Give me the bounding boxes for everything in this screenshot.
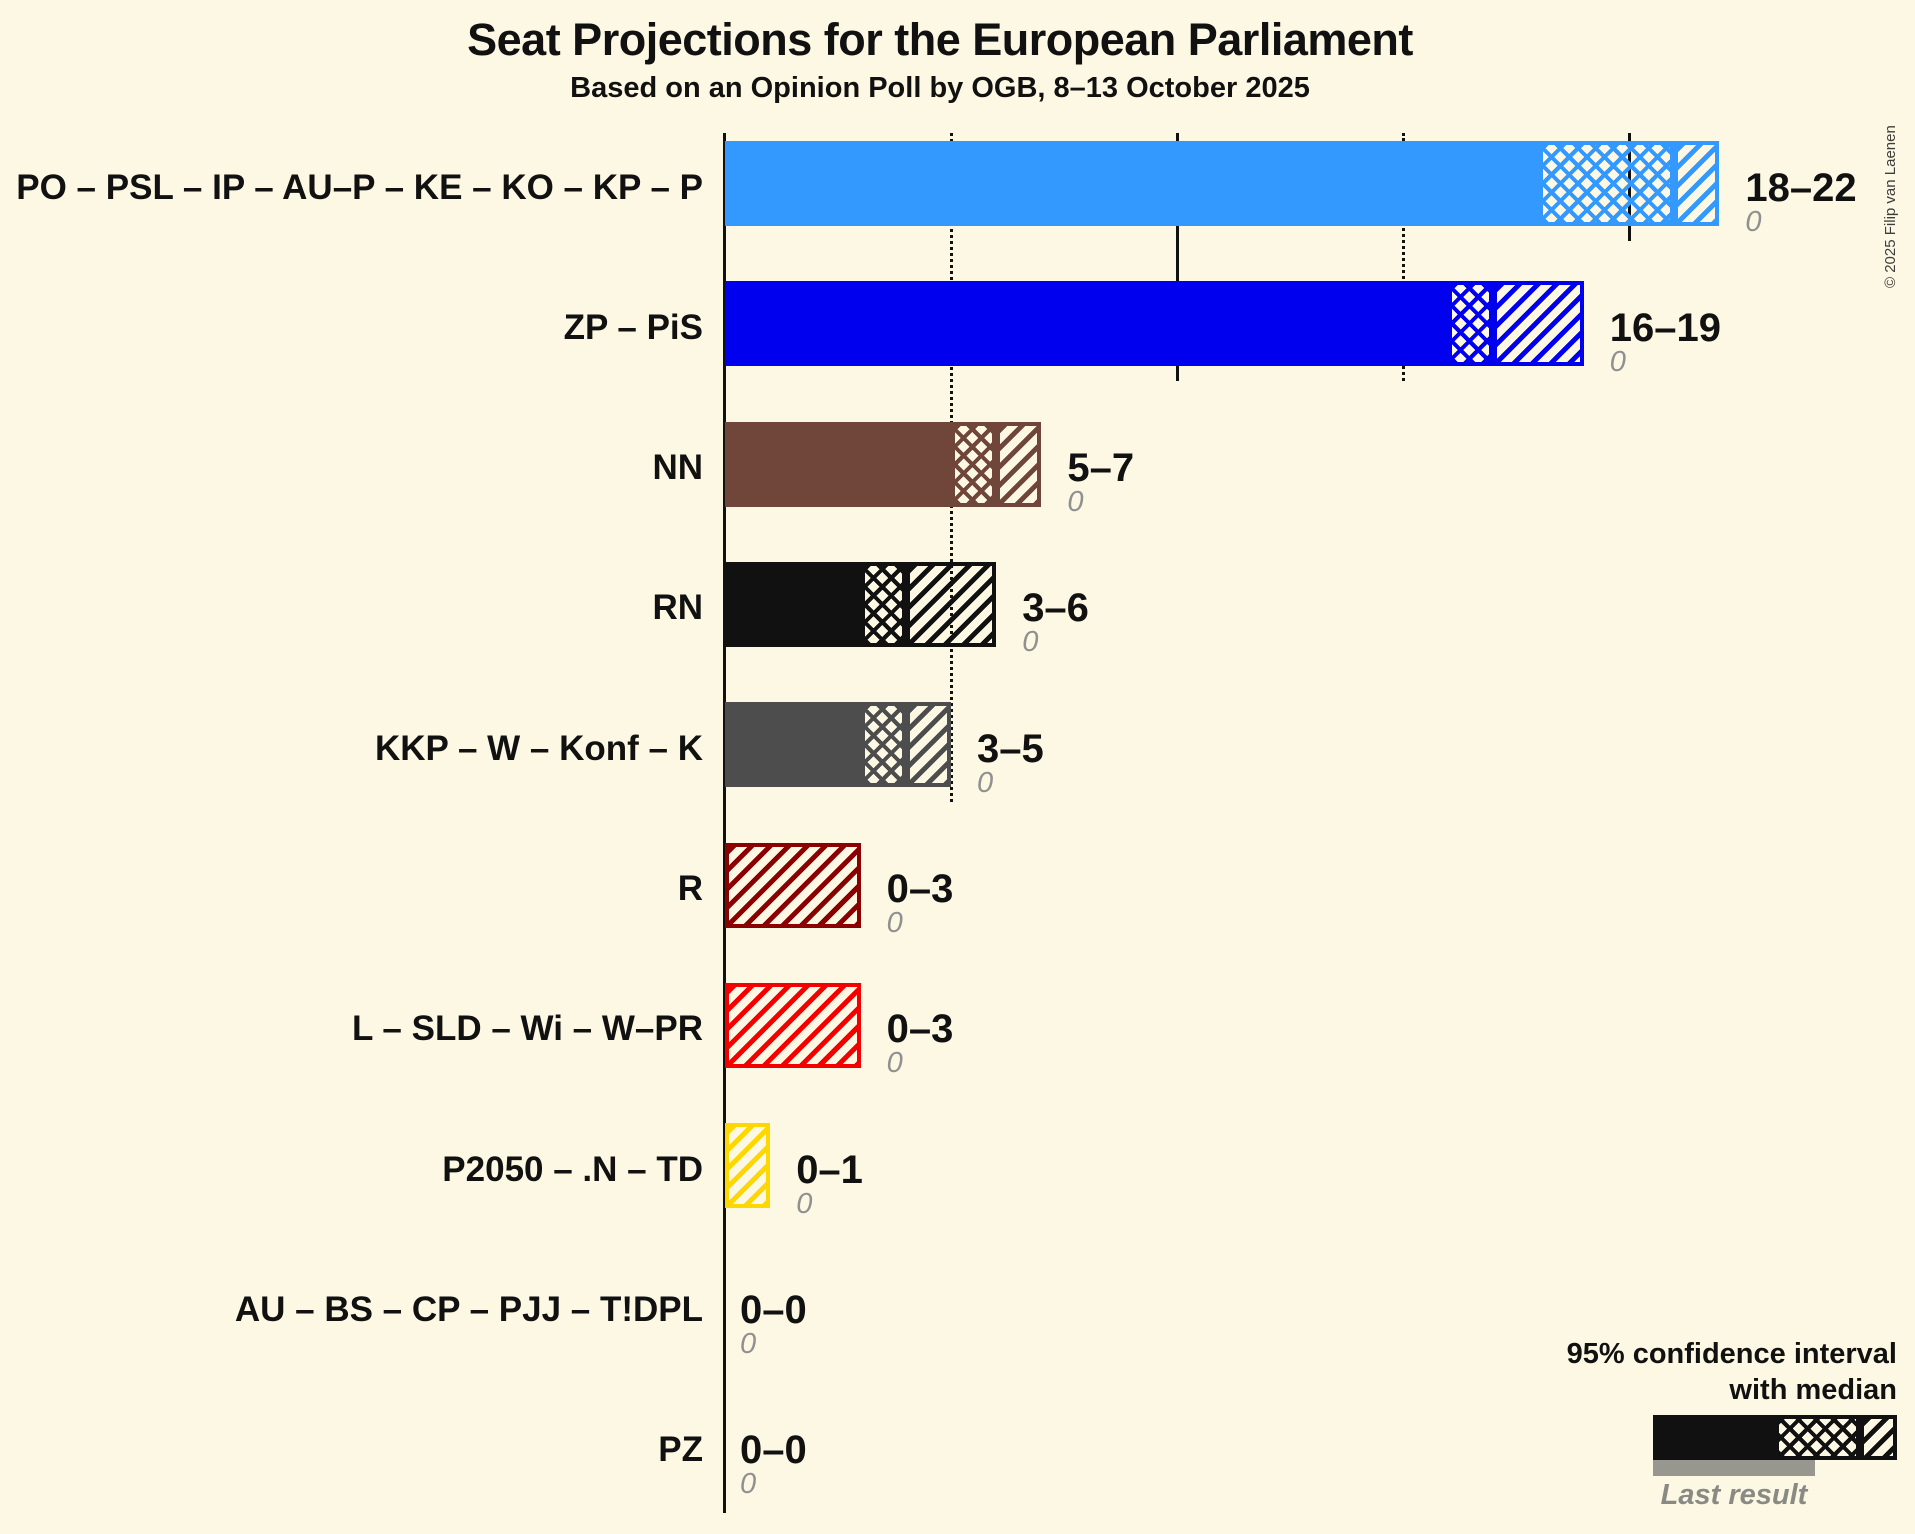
bar-ci-upper-segment	[725, 1123, 771, 1209]
bar-ci-upper-segment	[905, 561, 997, 647]
bar-ci-upper-segment	[996, 421, 1042, 507]
legend-ci-text-line2: with median	[1729, 1374, 1897, 1406]
last-result-value: 0	[886, 907, 903, 939]
bar-ci-to-median-segment	[1448, 281, 1494, 367]
party-label: L – SLD – Wi – W–PR	[351, 1009, 703, 1049]
bar-ci-lower-segment	[725, 141, 1539, 226]
chart-title: Seat Projections for the European Parlia…	[467, 14, 1413, 65]
gridline-10-seats	[1175, 133, 1179, 382]
value-label: 16–19	[1609, 305, 1722, 350]
bar-ci-upper-segment	[1674, 141, 1720, 226]
last-result-value: 0	[740, 1468, 757, 1501]
value-label: 0–3	[886, 1007, 954, 1052]
bar-ci-to-median-segment	[951, 421, 997, 507]
party-label: ZP – PiS	[563, 307, 703, 347]
legend-ci-sample	[1653, 1415, 1897, 1460]
party-label: AU – BS – CP – PJJ – T!DPL	[234, 1289, 703, 1329]
last-result-value: 0	[1609, 345, 1626, 378]
bar-ci-to-median-segment	[860, 561, 906, 647]
legend-last-result-label: Last result	[1660, 1479, 1808, 1511]
y-axis	[723, 133, 726, 1513]
last-result-value: 0	[1745, 205, 1762, 238]
party-label: PO – PSL – IP – AU–P – KE – KO – KP – P	[16, 167, 703, 207]
value-label: 0–3	[886, 867, 954, 911]
legend-ci-upper-segment	[1860, 1415, 1897, 1460]
bar-ci-lower-segment	[725, 281, 1449, 367]
last-result-value: 0	[796, 1187, 813, 1220]
party-label: RN	[652, 588, 703, 628]
legend-ci-to-median-segment	[1775, 1415, 1860, 1460]
party-label: P2050 – .N – TD	[442, 1149, 703, 1189]
bar-ci-lower-segment	[725, 561, 861, 647]
last-result-value: 0	[1067, 486, 1084, 519]
party-label: PZ	[658, 1430, 703, 1470]
legend-last-result-sample	[1653, 1460, 1815, 1476]
value-label: 0–1	[796, 1147, 863, 1192]
gridline-15-seats	[1401, 133, 1405, 382]
value-label: 0–0	[740, 1428, 807, 1473]
bar-ci-lower-segment	[725, 421, 951, 507]
last-result-value: 0	[740, 1327, 757, 1360]
value-label: 3–6	[1022, 586, 1089, 631]
value-label: 0–0	[740, 1287, 807, 1332]
party-label: NN	[652, 448, 703, 488]
bar-ci-upper-segment	[1493, 281, 1584, 367]
bar-ci-to-median-segment	[860, 702, 906, 788]
last-result-value: 0	[977, 766, 994, 799]
party-label: KKP – W – Konf – K	[374, 728, 703, 768]
chart-subtitle: Based on an Opinion Poll by OGB, 8–13 Oc…	[570, 72, 1310, 104]
value-label: 5–7	[1067, 446, 1135, 491]
legend-ci-text-line1: 95% confidence interval	[1566, 1338, 1897, 1370]
value-label: 18–22	[1745, 165, 1857, 210]
party-label: R	[677, 869, 703, 908]
bar-ci-upper-segment	[725, 842, 861, 928]
bar-ci-upper-segment	[725, 982, 861, 1068]
bar-ci-to-median-segment	[1538, 141, 1675, 226]
last-result-value: 0	[886, 1047, 903, 1080]
bar-ci-upper-segment	[905, 702, 951, 788]
legend-ci-lower-segment	[1653, 1415, 1775, 1460]
copyright-note: © 2025 Filip van Laenen	[1882, 125, 1899, 288]
last-result-value: 0	[1022, 626, 1039, 659]
bar-ci-lower-segment	[725, 702, 861, 788]
value-label: 3–5	[977, 726, 1044, 771]
